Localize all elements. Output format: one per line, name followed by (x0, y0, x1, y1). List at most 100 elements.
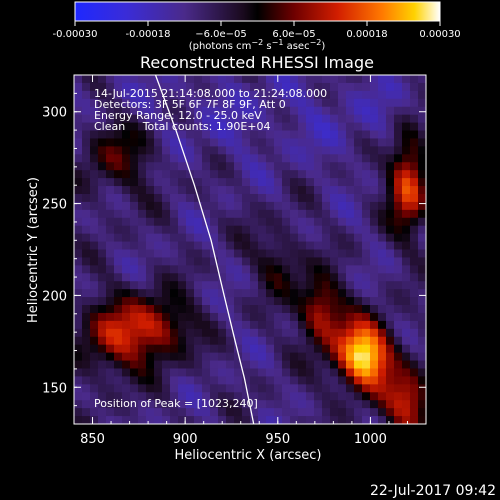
heatmap-cell (354, 75, 363, 84)
heatmap-cell (154, 233, 163, 243)
heatmap-cell (186, 273, 195, 282)
heatmap-cell (330, 106, 339, 116)
heatmap-cell (378, 312, 387, 322)
heatmap-cell (146, 233, 155, 243)
heatmap-cell (162, 273, 171, 282)
heatmap-cell (74, 186, 83, 195)
heatmap-cell (250, 130, 259, 140)
heatmap-cell (186, 122, 195, 132)
heatmap-cell (418, 233, 426, 243)
heatmap-cell (266, 201, 275, 211)
heatmap-cell (154, 209, 163, 219)
heatmap-cell (250, 233, 259, 243)
heatmap-cell (266, 265, 275, 274)
heatmap-cell (98, 241, 107, 251)
heatmap-cell (378, 106, 387, 116)
heatmap-cell (210, 201, 219, 211)
heatmap-cell (154, 138, 163, 147)
heatmap-cell (154, 249, 163, 259)
heatmap-cell (234, 408, 243, 417)
heatmap-cell (130, 297, 139, 306)
heatmap-cell (106, 312, 115, 322)
heatmap-cell (386, 162, 395, 171)
heatmap-cell (218, 344, 227, 354)
heatmap-cell (338, 416, 347, 424)
heatmap-cell (298, 90, 307, 100)
heatmap-cell (210, 336, 219, 346)
heatmap-cell (74, 82, 83, 92)
heatmap-cell (410, 257, 419, 266)
heatmap-cell (410, 98, 419, 108)
heatmap-cell (82, 392, 91, 401)
heatmap-cell (194, 392, 203, 401)
heatmap-cell (178, 178, 187, 187)
heatmap-cell (162, 82, 171, 92)
heatmap-cell (418, 328, 426, 338)
heatmap-cell (402, 209, 411, 219)
heatmap-cell (226, 400, 235, 409)
heatmap-cell (210, 273, 219, 282)
heatmap-cell (394, 114, 403, 124)
heatmap-cell (210, 82, 219, 92)
heatmap-cell (210, 297, 219, 306)
heatmap-cell (298, 201, 307, 211)
heatmap-cell (338, 257, 347, 266)
heatmap-cell (274, 75, 283, 84)
heatmap-cell (250, 106, 259, 116)
heatmap-cell (226, 305, 235, 314)
heatmap-cell (362, 114, 371, 124)
heatmap-cell (186, 249, 195, 259)
heatmap-cell (138, 98, 147, 108)
heatmap-cell (226, 75, 235, 84)
heatmap-cell (98, 305, 107, 314)
heatmap-cell (290, 320, 299, 330)
heatmap-cell (402, 392, 411, 401)
heatmap-cell (202, 130, 211, 140)
heatmap-cell (234, 217, 243, 227)
heatmap-cell (122, 122, 131, 132)
heatmap-cell (194, 114, 203, 124)
heatmap-cell (234, 328, 243, 338)
heatmap-cell (226, 106, 235, 116)
heatmap-cell (266, 225, 275, 235)
heatmap-cell (410, 178, 419, 187)
heatmap-cell (250, 241, 259, 251)
heatmap-cell (410, 305, 419, 314)
heatmap-cell (346, 392, 355, 401)
heatmap-cell (410, 162, 419, 171)
heatmap-cell (154, 162, 163, 171)
heatmap-cell (98, 233, 107, 243)
heatmap-cell (314, 90, 323, 100)
heatmap-cell (282, 186, 291, 195)
heatmap-cell (202, 225, 211, 235)
heatmap-cell (74, 312, 83, 322)
heatmap-cell (346, 400, 355, 409)
heatmap-cell (282, 170, 291, 179)
heatmap-cell (266, 217, 275, 227)
heatmap-cell (306, 312, 315, 322)
heatmap-cell (186, 281, 195, 290)
heatmap-cell (138, 384, 147, 393)
heatmap-cell (338, 170, 347, 179)
heatmap-cell (266, 289, 275, 298)
heatmap-cell (218, 297, 227, 306)
heatmap-cell (314, 368, 323, 378)
heatmap-cell (170, 170, 179, 179)
heatmap-cell (306, 336, 315, 346)
heatmap-cell (90, 281, 99, 290)
heatmap-cell (274, 289, 283, 298)
heatmap-cell (114, 146, 123, 155)
heatmap-cell (106, 384, 115, 393)
heatmap-cell (242, 138, 251, 147)
heatmap-cell (330, 225, 339, 235)
heatmap-cell (346, 186, 355, 195)
heatmap-cell (114, 408, 123, 417)
heatmap-cell (122, 249, 131, 259)
heatmap-cell (106, 193, 115, 203)
heatmap-cell (394, 75, 403, 84)
heatmap-cell (346, 273, 355, 282)
heatmap-cell (82, 289, 91, 298)
heatmap-cell (282, 193, 291, 203)
heatmap-cell (258, 170, 267, 179)
heatmap-cell (138, 130, 147, 140)
